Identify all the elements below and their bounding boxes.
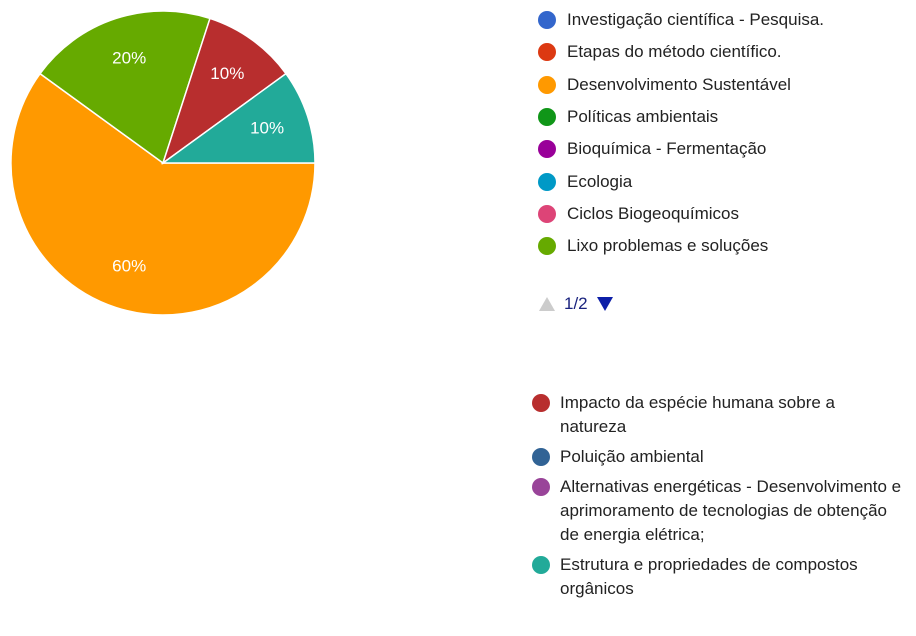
legend-item: Bioquímica - Fermentação [538,137,908,161]
legend-item: Alternativas energéticas - Desenvolvimen… [532,475,902,547]
slice-label: 60% [112,257,146,276]
prev-arrow[interactable] [538,296,556,312]
legend-swatch [538,11,556,29]
legend-label: Poluição ambiental [560,447,704,466]
legend-item: Lixo problemas e soluções [538,234,908,258]
legend-item: Estrutura e propriedades de compostos or… [532,553,902,601]
page-indicator: 1/2 [564,294,588,313]
legend-swatch [532,478,550,496]
legend-label: Etapas do método científico. [567,42,782,62]
legend-label: Desenvolvimento Sustentável [567,74,791,94]
pie-slice [161,17,288,165]
pie-slice [160,72,316,164]
legend-label: Impacto da espécie humana sobre a nature… [560,393,836,436]
legend-swatch [538,237,556,256]
legend-item: Ecologia [538,170,908,194]
legend-item: Políticas ambientais [538,105,908,129]
legend-swatch [538,43,556,62]
legend-item: Etapas do método científico. [538,40,908,64]
pie-slice [38,10,211,165]
legend-label: Ciclos Biogeoquímicos [567,203,739,223]
legend-swatch [532,448,550,466]
legend-swatch [538,172,556,191]
legend-item: Impacto da espécie humana sobre a nature… [532,391,902,439]
legend-label: Políticas ambientais [567,106,719,126]
slice-label: 20% [112,48,146,67]
pie-slice [10,72,316,316]
legend-swatch [538,107,556,126]
next-arrow[interactable] [596,296,614,312]
legend-item: Desenvolvimento Sustentável [538,73,908,97]
legend-swatch [538,140,556,159]
legend-label: Estrutura e propriedades de compostos or… [560,555,858,598]
legend-label: Lixo problemas e soluções [567,236,769,256]
pie-chart: 60% 20% 10% 10% [10,10,316,316]
slice-label: 10% [210,64,244,83]
legend-label: Ecologia [567,171,633,191]
legend-item: Investigação científica - Pesquisa. [538,8,908,32]
legend-pager: 1/2 [538,294,614,314]
legend-item: Ciclos Biogeoquímicos [538,202,908,226]
legend-label: Investigação científica - Pesquisa. [567,10,825,29]
slice-label: 10% [250,119,284,138]
legend-label: Bioquímica - Fermentação [567,139,767,159]
legend-swatch [532,394,550,412]
legend-item: Poluição ambiental [532,445,902,469]
legend-swatch [538,204,556,223]
legend-swatch [538,75,556,94]
legend-swatch [532,556,550,574]
legend-label: Alternativas energéticas - Desenvolvimen… [560,477,902,544]
